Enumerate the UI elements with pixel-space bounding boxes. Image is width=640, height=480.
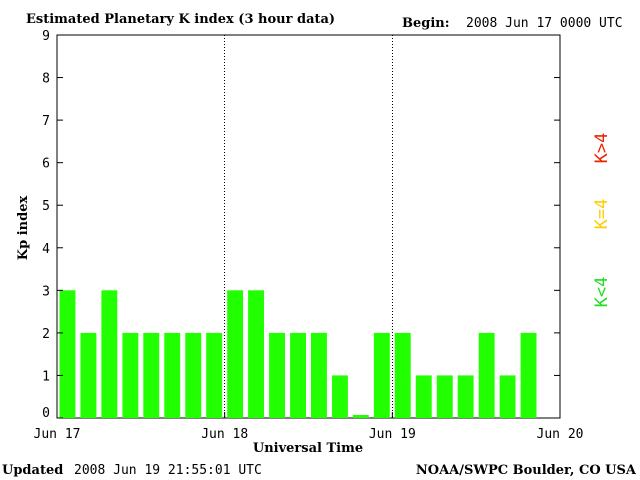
plot-frame bbox=[56, 34, 561, 419]
kp-bar bbox=[478, 332, 495, 418]
y-axis: 0 1 2 3 4 5 6 7 8 9 bbox=[42, 29, 560, 421]
bar-series bbox=[59, 290, 537, 418]
y-tick-label: 2 bbox=[42, 327, 50, 342]
kp-bar bbox=[227, 290, 244, 418]
kp-bar bbox=[499, 375, 516, 418]
kp-bar bbox=[185, 332, 202, 418]
updated-label: Updated bbox=[2, 463, 63, 478]
chart-title: Estimated Planetary K index (3 hour data… bbox=[26, 12, 335, 27]
kp-bar bbox=[394, 332, 411, 418]
kp-bar bbox=[59, 290, 76, 418]
kp-bar bbox=[269, 332, 285, 418]
kp-bar bbox=[520, 332, 537, 418]
legend-k-equals-4: K=4 bbox=[592, 199, 612, 230]
y-tick-label: 4 bbox=[42, 242, 50, 257]
kp-bar bbox=[164, 332, 181, 418]
x-tick-label: Jun 20 bbox=[537, 427, 584, 442]
kp-bar bbox=[352, 415, 369, 418]
kp-bar bbox=[290, 332, 306, 418]
y-tick-label: 6 bbox=[42, 157, 50, 172]
y-tick-label: 1 bbox=[42, 369, 50, 384]
begin-value: 2008 Jun 17 0000 UTC bbox=[466, 16, 623, 31]
credit-text: NOAA/SWPC Boulder, CO USA bbox=[416, 463, 637, 478]
begin-label: Begin: bbox=[402, 16, 450, 31]
kp-bar bbox=[101, 290, 118, 418]
x-tick-label: Jun 17 bbox=[34, 427, 81, 442]
y-tick-label: 5 bbox=[42, 199, 50, 214]
kp-bar bbox=[248, 290, 264, 418]
y-tick-label: 8 bbox=[42, 72, 50, 87]
kp-bar bbox=[332, 375, 348, 418]
x-axis-label: Universal Time bbox=[253, 441, 363, 456]
legend-k-less-than-4: K<4 bbox=[592, 277, 612, 308]
kp-bar bbox=[373, 332, 390, 418]
x-tick-label: Jun 19 bbox=[369, 427, 416, 442]
y-tick-label: 0 bbox=[42, 406, 50, 421]
kp-bar bbox=[457, 375, 474, 418]
kp-bar bbox=[206, 332, 223, 418]
kp-bar bbox=[311, 332, 327, 418]
kp-bar bbox=[436, 375, 453, 418]
y-tick-label: 7 bbox=[42, 114, 50, 129]
legend-k-greater-than-4: K>4 bbox=[592, 133, 612, 164]
y-tick-label: 9 bbox=[42, 29, 50, 44]
x-tick-label: Jun 18 bbox=[201, 427, 248, 442]
y-axis-label: Kp index bbox=[16, 196, 31, 261]
x-axis: Jun 17 Jun 18 Jun 19 Jun 20 bbox=[34, 412, 584, 442]
kp-bar bbox=[415, 375, 432, 418]
updated-value: 2008 Jun 19 21:55:01 UTC bbox=[74, 463, 262, 478]
kp-bar bbox=[80, 332, 97, 418]
kp-bar bbox=[122, 332, 139, 418]
kp-bar bbox=[143, 332, 160, 418]
y-tick-label: 3 bbox=[42, 284, 50, 299]
